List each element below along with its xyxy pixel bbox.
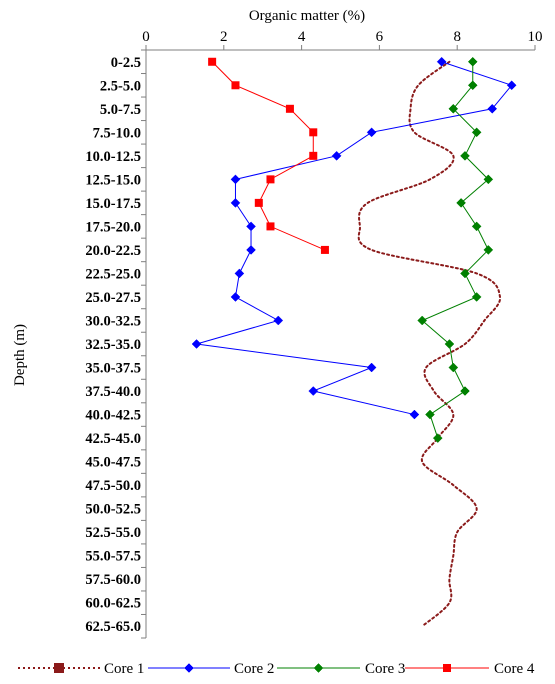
core-1-line: [357, 60, 501, 628]
core-2-point: [436, 56, 447, 67]
core-2-point: [331, 150, 342, 161]
core-2-point: [230, 198, 241, 208]
core-4-point: [266, 175, 275, 184]
series-core-3: [417, 56, 494, 443]
core-2-point: [230, 292, 241, 302]
y-category-label: 17.5-20.0: [85, 219, 141, 235]
legend-item-core-4: Core 4: [405, 661, 535, 677]
y-category-label: 32.5-35.0: [85, 337, 141, 353]
core-3-point: [456, 198, 466, 208]
legend-marker-core-3: [313, 663, 324, 673]
core-2-line: [196, 61, 513, 416]
x-tick-label: 4: [298, 29, 306, 45]
legend-label-core-2: Core 2: [234, 661, 274, 677]
core-4-point: [309, 151, 318, 160]
core-3-point: [417, 315, 428, 326]
y-category-label: 2.5-5.0: [100, 78, 141, 94]
core-3-point: [467, 80, 478, 91]
core-3-point: [471, 292, 482, 302]
core-2-point: [234, 268, 245, 279]
core-3-point: [448, 103, 459, 114]
legend-item-core-3: Core 3: [277, 661, 405, 677]
core-3-point: [460, 386, 470, 396]
y-category-label: 40.0-42.5: [85, 408, 141, 424]
y-category-label: 35.0-37.5: [85, 361, 141, 377]
y-axis-title: Depth (m): [12, 324, 28, 386]
y-category-label: 37.5-40.0: [85, 384, 141, 400]
x-tick-label: 6: [376, 29, 384, 45]
core-2-point: [487, 103, 498, 114]
axes: 0 2 4 6 8 10 0-2.5 2.5-5.0 5.0-7.5 7.5-10.0 10.0-1…: [85, 29, 543, 639]
y-category-label: 60.0-62.5: [85, 596, 141, 612]
core-3-point: [460, 150, 470, 161]
core-4-point: [309, 128, 318, 137]
y-category-label: 10.0-12.5: [85, 149, 141, 165]
y-category-label: 25.0-27.5: [85, 290, 141, 306]
y-category-label: 30.0-32.5: [85, 313, 141, 329]
core-2-point: [230, 174, 241, 185]
core-3-point: [444, 339, 455, 349]
legend: Core 1 Core 2 Core 3 Core 4: [18, 661, 535, 677]
core-2-point: [366, 362, 377, 373]
core-3-point: [483, 174, 494, 185]
x-tick-label: 8: [453, 29, 461, 45]
y-category-label: 57.5-60.0: [85, 572, 141, 588]
legend-item-core-2: Core 2: [148, 661, 274, 677]
legend-label-core-4: Core 4: [494, 661, 535, 677]
y-category-label: 0-2.5: [111, 55, 141, 71]
legend-marker-core-4: [443, 664, 451, 672]
y-category-label: 5.0-7.5: [100, 102, 141, 118]
y-category-label: 55.0-57.5: [85, 549, 141, 565]
core-4-point: [266, 222, 275, 231]
legend-label-core-1: Core 1: [104, 661, 144, 677]
core-3-point: [471, 127, 482, 138]
core-4-point: [320, 245, 329, 254]
core-3-point: [483, 245, 494, 255]
series-core-2: [191, 56, 517, 420]
core-2-point: [506, 80, 517, 91]
y-category-label: 12.5-15.0: [85, 172, 141, 188]
legend-marker-core-1: [54, 663, 64, 673]
core-2-point: [246, 245, 256, 255]
y-category-label: 62.5-65.0: [85, 619, 141, 635]
x-axis-title: Organic matter (%): [249, 8, 365, 24]
legend-label-core-3: Core 3: [365, 661, 405, 677]
y-category-label: 7.5-10.0: [93, 125, 141, 141]
core-3-line: [421, 61, 490, 439]
y-category-label: 20.0-22.5: [85, 243, 141, 259]
y-category-label: 15.0-17.5: [85, 196, 141, 212]
core-4-point: [208, 57, 217, 66]
legend-item-core-1: Core 1: [18, 661, 144, 677]
x-tick-label: 10: [528, 29, 543, 45]
x-tick-label: 2: [220, 29, 228, 45]
core-3-point: [425, 409, 435, 420]
core-2-point: [246, 221, 256, 232]
core-3-point: [460, 268, 470, 279]
y-category-label: 50.0-52.5: [85, 502, 141, 518]
core-2-point: [409, 409, 420, 420]
core-4-point: [254, 198, 263, 207]
core-3-point: [432, 433, 443, 443]
y-category-label: 52.5-55.0: [85, 525, 141, 541]
x-tick-label: 0: [142, 29, 150, 45]
series-core-1: [357, 60, 501, 628]
legend-marker-core-2: [184, 663, 194, 673]
y-category-label: 45.0-47.5: [85, 455, 141, 471]
core-2-point: [366, 127, 377, 138]
core-4-point: [285, 104, 294, 113]
series-core-4: [208, 57, 329, 254]
core-3-point: [448, 362, 459, 373]
core-4-point: [231, 81, 240, 90]
y-category-label: 22.5-25.0: [85, 266, 141, 282]
series-layer: [191, 56, 517, 628]
core-3-point: [467, 56, 478, 67]
core-2-point: [191, 339, 202, 349]
y-category-label: 42.5-45.0: [85, 431, 141, 447]
core-3-point: [471, 221, 482, 232]
core-4-line: [211, 61, 326, 251]
core-2-point: [273, 315, 284, 326]
core-2-point: [308, 386, 319, 396]
y-category-label: 47.5-50.0: [85, 478, 141, 494]
